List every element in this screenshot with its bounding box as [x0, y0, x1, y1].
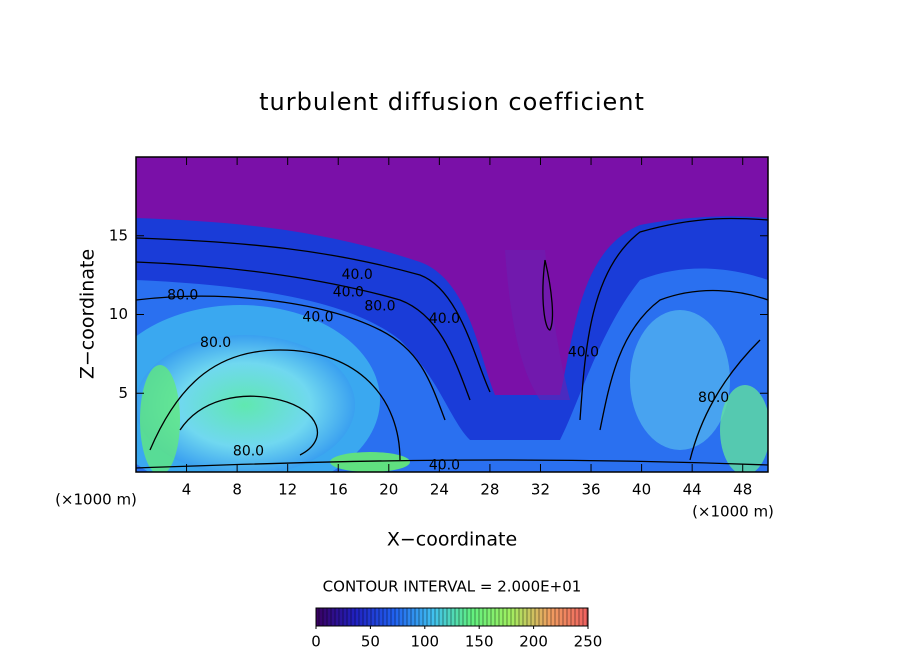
x-tick-label: 8 — [232, 481, 242, 499]
contour-label: 80.0 — [364, 299, 395, 315]
contour-label: 80.0 — [698, 390, 729, 406]
y-unit-label: (×1000 m) — [692, 503, 774, 521]
contour-label: 40.0 — [568, 344, 599, 360]
contour-label: 40.0 — [429, 311, 460, 327]
y-tick-label: 10 — [109, 305, 128, 323]
chart-title: turbulent diffusion coefficient — [259, 88, 645, 116]
x-tick-label: 24 — [430, 481, 449, 499]
contour-label: 80.0 — [200, 335, 231, 351]
colorbar-tick-label: 100 — [410, 633, 439, 651]
x-tick-label: 28 — [480, 481, 499, 499]
x-axis-label: X−coordinate — [387, 529, 517, 551]
x-tick-label: 4 — [182, 481, 192, 499]
field — [136, 157, 768, 472]
contour-label: 40.0 — [333, 284, 364, 300]
x-tick-label: 20 — [379, 481, 398, 499]
colorbar-tick-label: 50 — [361, 633, 380, 651]
x-tick-label: 12 — [278, 481, 297, 499]
colorbar-tick-label: 150 — [465, 633, 494, 651]
x-tick-label: 44 — [683, 481, 702, 499]
x-unit-label: (×1000 m) — [55, 491, 137, 509]
colorbar-tick-label: 200 — [519, 633, 548, 651]
colorbar — [315, 607, 589, 627]
x-tick-label: 16 — [329, 481, 348, 499]
y-axis-label: Z−coordinate — [77, 249, 99, 379]
contour-label: 40.0 — [342, 267, 373, 283]
contour-labels: 40.040.080.080.040.0 40.080.040.080.080.0… — [167, 267, 729, 474]
contour-label: 80.0 — [167, 288, 198, 304]
contour-label: 40.0 — [302, 310, 333, 326]
contour-label: 40.0 — [429, 458, 460, 474]
colorbar-tick-label: 250 — [574, 633, 603, 651]
colorbar-tick-label: 0 — [311, 633, 321, 651]
x-tick-label: 32 — [531, 481, 550, 499]
x-tick-label: 36 — [581, 481, 600, 499]
y-tick-label: 5 — [118, 384, 128, 402]
x-tick-label: 40 — [632, 481, 651, 499]
contour-label: 80.0 — [233, 444, 264, 460]
x-tick-label: 48 — [733, 481, 752, 499]
contour-interval: CONTOUR INTERVAL = 2.000E+01 — [323, 578, 582, 596]
y-tick-label: 15 — [109, 226, 128, 244]
